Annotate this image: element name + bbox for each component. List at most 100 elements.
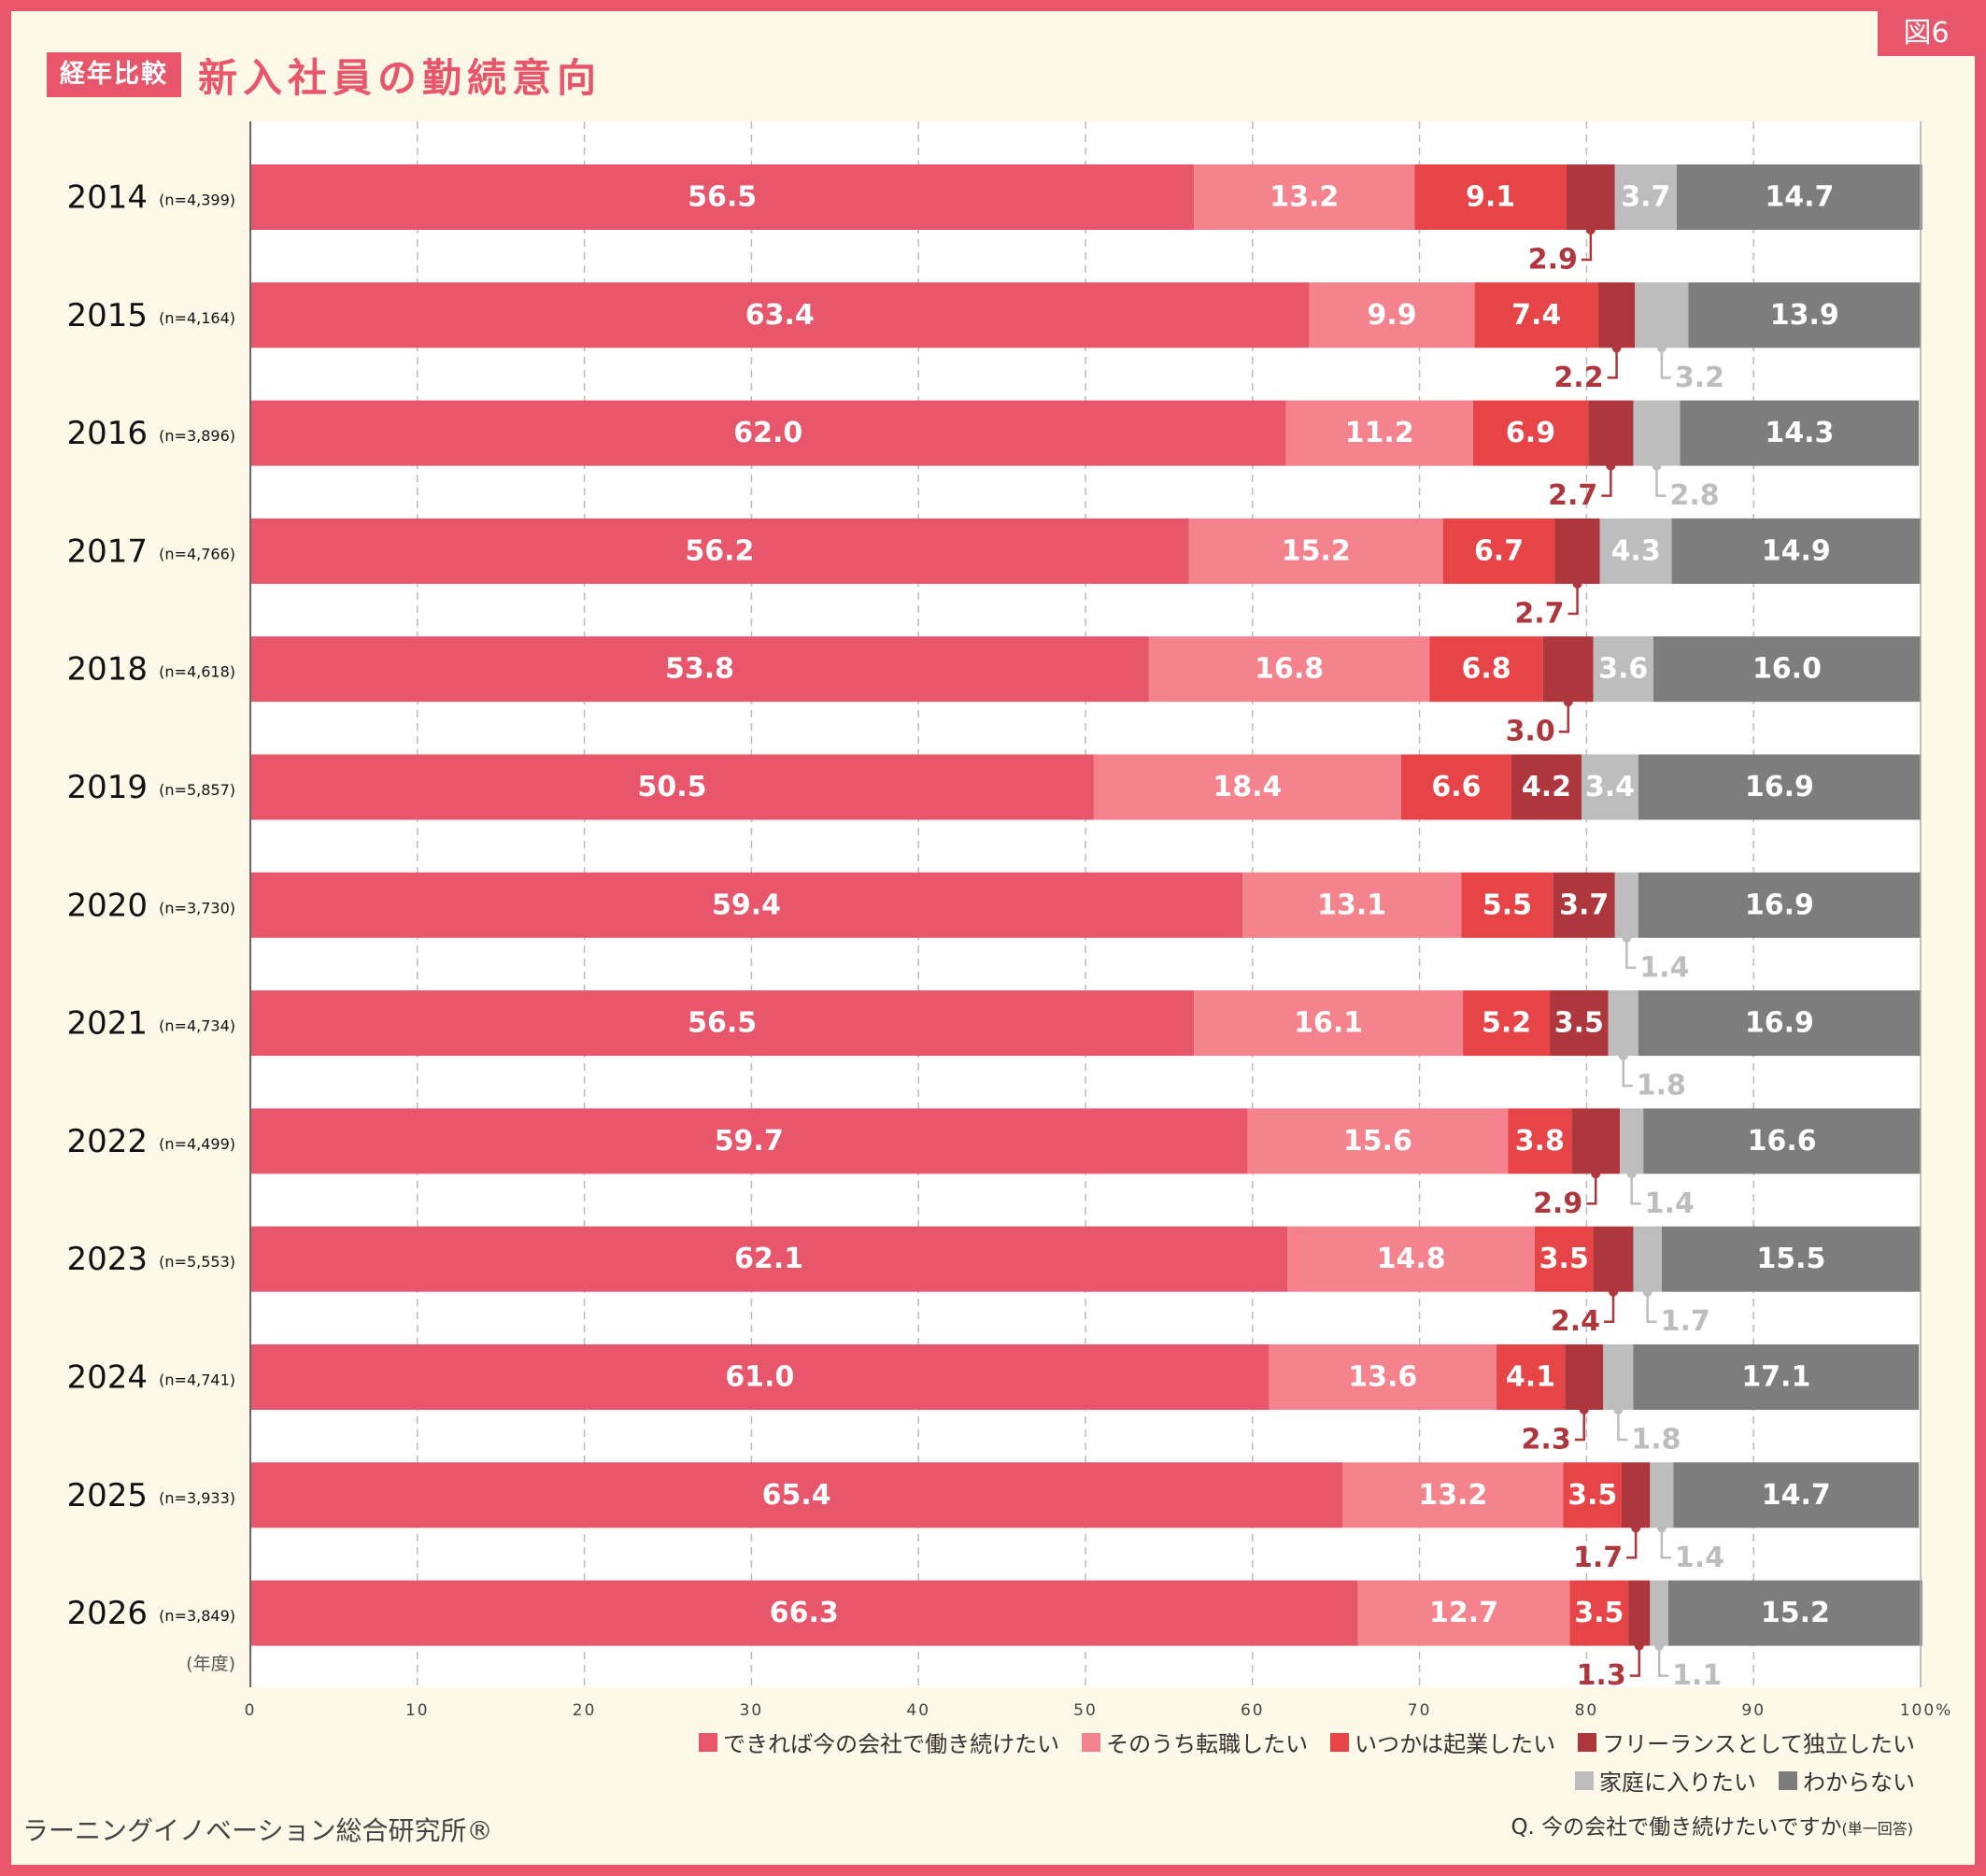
callout-label: 2.3: [1522, 1424, 1571, 1457]
data-label: 3.4: [1585, 771, 1635, 803]
data-label: 3.5: [1568, 1479, 1617, 1512]
stacked-bar-chart: 56.5 13.2 9.1 2.9 3.7 14.7 2014 (n=4,399) 63.4 9.…: [66, 121, 1951, 1720]
data-label: 14.8: [1377, 1243, 1446, 1275]
sample-size-label: (n=4,741): [159, 1371, 235, 1389]
data-label: 4.3: [1611, 534, 1661, 567]
bar-segment: [1342, 1462, 1564, 1528]
bar-segment: [1650, 1580, 1669, 1646]
data-label: 3.5: [1574, 1597, 1624, 1629]
year-label: 2014: [66, 179, 148, 217]
question-text: Q. 今の会社で働き続けたいですか: [1511, 1815, 1842, 1840]
legend-item: できれば今の会社で働き続けたい: [699, 1726, 1059, 1758]
chart-legend: できれば今の会社で働き続けたい そのうち転職したい いつかは起業したい フリーランスと…: [607, 1726, 1915, 1797]
callout-label: 1.3: [1577, 1659, 1626, 1692]
sample-size-label: (n=5,857): [159, 781, 235, 799]
comparison-badge: 経年比較: [47, 52, 181, 97]
data-label: 53.8: [665, 653, 734, 686]
data-label: 6.7: [1474, 534, 1524, 567]
year-label: 2017: [66, 533, 148, 570]
callout-line: [1622, 1056, 1633, 1087]
figure-number: 図6: [1878, 11, 1975, 56]
bar-segment: [1671, 518, 1921, 584]
data-label: 16.1: [1294, 1007, 1363, 1040]
x-tick-label: 50: [1073, 1701, 1098, 1720]
year-label: 2016: [66, 415, 148, 452]
bar-segment: [1638, 754, 1921, 820]
bar-segment: [1269, 1344, 1497, 1410]
bar-segment: [1463, 990, 1551, 1057]
x-tick-label: 60: [1241, 1701, 1265, 1720]
sample-size-label: (n=4,766): [159, 545, 235, 562]
bar-segment: [1194, 164, 1415, 230]
bar-segment: [1566, 164, 1615, 230]
bar-segment: [1614, 872, 1638, 938]
sample-size-label: (n=4,399): [159, 192, 235, 209]
callout-label: 1.4: [1645, 1187, 1695, 1220]
callout-label: 2.7: [1548, 479, 1597, 512]
callout-label: 3.0: [1506, 716, 1555, 748]
bar-segment: [1653, 636, 1921, 703]
data-label: 14.3: [1765, 417, 1834, 449]
bar-segment: [1680, 400, 1920, 466]
year-label: 2021: [66, 1005, 148, 1043]
legend-item: フリーランスとして独立したい: [1578, 1726, 1915, 1758]
data-label: 14.7: [1765, 181, 1834, 214]
bar-segment: [250, 1580, 1358, 1646]
year-label: 2024: [66, 1359, 148, 1397]
bar-segment: [1553, 872, 1615, 938]
callout-line: [1630, 1173, 1641, 1205]
bar-segment: [1542, 636, 1594, 703]
bar-segment: [1194, 990, 1464, 1057]
data-label: 65.4: [762, 1479, 831, 1512]
bar-segment: [1474, 282, 1598, 348]
chart-header: 経年比較 新入社員の勤続意向: [47, 47, 602, 103]
bar-segment: [1621, 1462, 1651, 1528]
sample-size-label: (n=4,618): [159, 663, 235, 681]
bar-segment: [1414, 164, 1567, 230]
year-label: 2026: [66, 1595, 148, 1632]
bar-segment: [1571, 1108, 1621, 1174]
data-label: 9.9: [1368, 299, 1417, 332]
data-label: 7.4: [1511, 299, 1561, 332]
legend-item: わからない: [1779, 1764, 1915, 1797]
bar-segment: [250, 1108, 1248, 1174]
legend-swatch: [699, 1732, 718, 1752]
callout-line: [1660, 1528, 1671, 1559]
data-label: 13.1: [1317, 888, 1386, 921]
bar-segment: [1588, 400, 1634, 466]
callout-line: [1646, 1291, 1657, 1323]
data-label: 15.5: [1756, 1243, 1825, 1275]
data-label: 16.9: [1745, 888, 1814, 921]
legend-label: できれば今の会社で働き続けたい: [723, 1731, 1060, 1757]
callout-line: [1629, 1645, 1640, 1677]
bar-segment: [1511, 754, 1582, 820]
legend-swatch: [1330, 1732, 1350, 1752]
year-unit-label: (年度): [186, 1654, 235, 1674]
data-label: 62.0: [733, 417, 802, 449]
bar-segment: [1620, 1108, 1644, 1174]
year-label: 2015: [66, 297, 148, 334]
data-label: 18.4: [1213, 771, 1282, 803]
callout-label: 1.7: [1573, 1542, 1623, 1574]
callout-label: 2.7: [1514, 597, 1564, 630]
legend-item: そのうち転職したい: [1082, 1726, 1308, 1758]
bar-segment: [1400, 754, 1511, 820]
data-label: 3.5: [1539, 1243, 1589, 1275]
data-label: 3.7: [1559, 888, 1609, 921]
x-tick-label: 10: [405, 1701, 430, 1720]
data-label: 14.7: [1762, 1479, 1831, 1512]
callout-label: 1.4: [1675, 1542, 1724, 1574]
data-label: 62.1: [734, 1243, 803, 1275]
bar-segment: [1247, 1108, 1509, 1174]
data-label: 3.5: [1554, 1007, 1604, 1040]
legend-label: わからない: [1803, 1769, 1915, 1796]
bar-segment: [1554, 518, 1600, 584]
data-label: 6.6: [1431, 771, 1481, 803]
legend-label: フリーランスとして独立したい: [1602, 1731, 1915, 1757]
bar-segment: [1628, 1580, 1651, 1646]
bar-segment: [250, 754, 1094, 820]
callout-label: 1.7: [1661, 1305, 1710, 1338]
legend-label: いつかは起業したい: [1355, 1731, 1556, 1757]
data-label: 12.7: [1429, 1597, 1498, 1629]
x-tick-label: 30: [740, 1701, 764, 1720]
